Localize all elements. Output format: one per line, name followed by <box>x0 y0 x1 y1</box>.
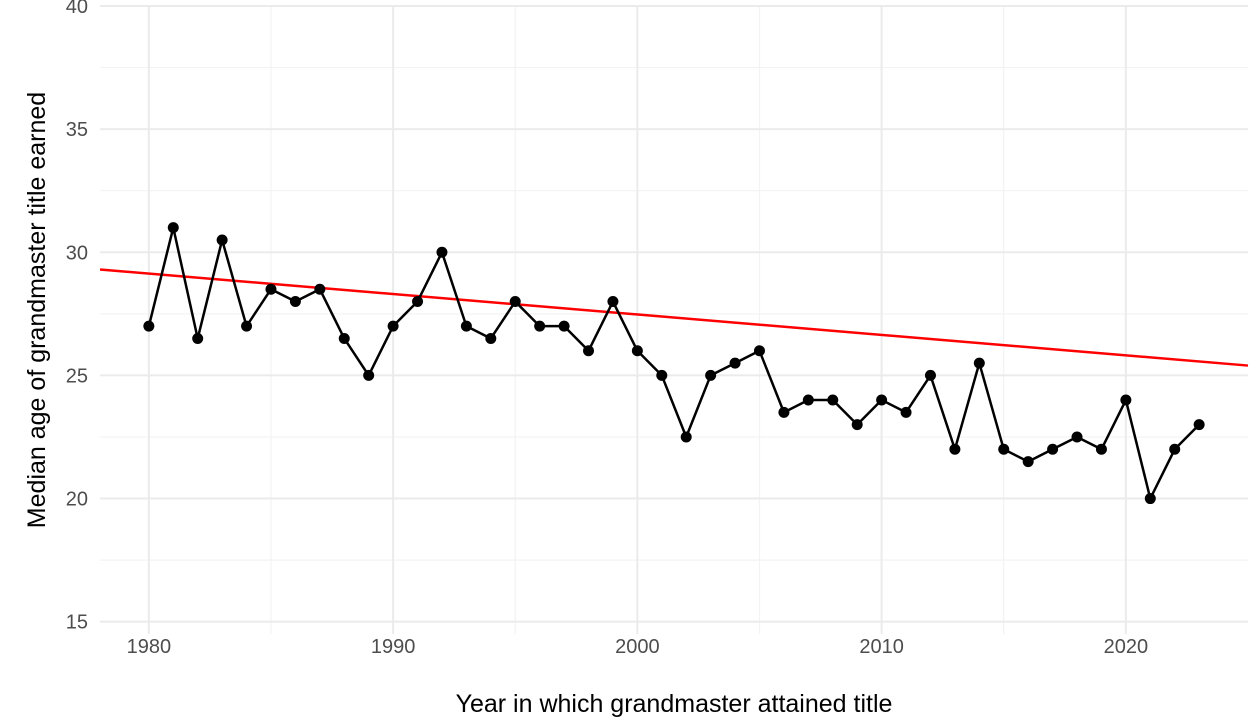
data-point <box>387 320 399 332</box>
data-point <box>973 357 985 369</box>
data-point <box>1169 443 1181 455</box>
data-point <box>729 357 741 369</box>
x-tick-label: 2000 <box>615 636 660 658</box>
data-point <box>705 369 717 381</box>
trend-line <box>99 268 1249 367</box>
series-group <box>143 222 1205 505</box>
data-point <box>1071 431 1083 443</box>
data-point <box>900 406 912 418</box>
data-point <box>998 443 1010 455</box>
x-tick-label: 1980 <box>127 636 172 658</box>
data-point <box>1047 443 1059 455</box>
data-point <box>485 332 497 344</box>
data-point <box>851 419 863 431</box>
data-point <box>1022 456 1034 468</box>
data-point <box>436 246 448 258</box>
data-point <box>363 369 375 381</box>
data-point <box>827 394 839 406</box>
data-point <box>631 345 643 357</box>
data-point <box>656 369 668 381</box>
data-point <box>1144 493 1156 505</box>
data-point <box>289 296 301 308</box>
data-point <box>534 320 546 332</box>
data-point <box>876 394 888 406</box>
data-point <box>509 296 521 308</box>
data-point <box>460 320 472 332</box>
y-tick-label: 20 <box>66 489 88 511</box>
minor-gridlines <box>100 6 1248 634</box>
data-point <box>412 296 424 308</box>
data-point <box>1193 419 1205 431</box>
data-point <box>1095 443 1107 455</box>
data-point <box>265 283 277 295</box>
data-point <box>167 222 179 234</box>
data-point <box>143 320 155 332</box>
y-tick-label: 40 <box>66 0 88 18</box>
x-axis-title: Year in which grandmaster attained title <box>456 690 893 718</box>
data-point <box>949 443 961 455</box>
x-tick-label: 2010 <box>859 636 904 658</box>
y-axis-title: Median age of grandmaster title earned <box>23 92 51 528</box>
data-point <box>924 369 936 381</box>
data-point <box>558 320 570 332</box>
x-tick-labels: 1980 1990 2000 2010 2020 <box>127 636 1149 658</box>
data-point <box>241 320 253 332</box>
y-tick-label: 25 <box>66 365 88 387</box>
data-point <box>338 332 350 344</box>
y-tick-labels: 15 20 25 30 35 40 <box>66 0 88 634</box>
data-point <box>802 394 814 406</box>
y-tick-label: 35 <box>66 119 88 141</box>
x-tick-label: 2020 <box>1104 636 1149 658</box>
data-point <box>314 283 326 295</box>
x-tick-label: 1990 <box>371 636 416 658</box>
trend-line-group <box>99 268 1249 367</box>
y-tick-label: 15 <box>66 612 88 634</box>
data-point <box>778 406 790 418</box>
data-point <box>583 345 595 357</box>
major-gridlines <box>100 5 1248 634</box>
series-line <box>147 226 1201 500</box>
data-point <box>192 332 204 344</box>
data-point <box>216 234 228 246</box>
data-point <box>607 296 619 308</box>
y-tick-label: 30 <box>66 242 88 264</box>
data-point <box>753 345 765 357</box>
data-point <box>1120 394 1132 406</box>
data-point <box>680 431 692 443</box>
